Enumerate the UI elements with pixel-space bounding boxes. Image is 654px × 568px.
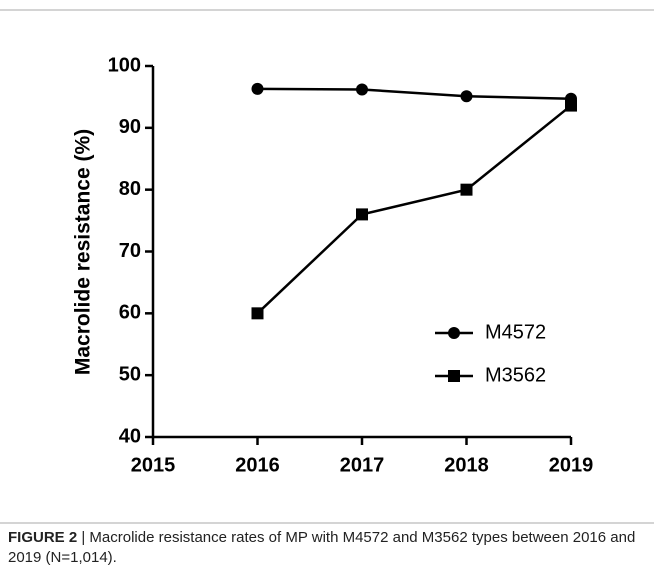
data-point (565, 99, 577, 112)
legend-label: M4572 (485, 321, 546, 343)
x-tick-label: 2015 (131, 454, 176, 476)
y-tick-label: 50 (119, 363, 141, 385)
x-tick-label: 2017 (340, 454, 385, 476)
caption: FIGURE 2 | Macrolide resistance rates of… (8, 528, 648, 568)
x-tick-label: 2019 (549, 454, 594, 476)
caption-text: | Macrolide resistance rates of MP with … (8, 529, 636, 566)
x-tick-label: 2018 (444, 454, 489, 476)
data-point (251, 307, 264, 320)
data-point (460, 90, 473, 103)
data-point (356, 208, 368, 221)
data-point (251, 82, 264, 95)
legend-marker (448, 327, 460, 339)
caption-label: FIGURE 2 (8, 529, 78, 546)
y-axis-label: Macrolide resistance (%) (72, 129, 95, 375)
y-tick-label: 80 (119, 178, 141, 200)
series-line (257, 87, 572, 101)
legend-label: M3562 (485, 364, 546, 386)
x-tick-label: 2016 (235, 454, 280, 476)
chart: Macrolide resistance (%) 40 50 60 70 80 90 100… (0, 9, 654, 524)
y-tick-label: 100 (108, 54, 141, 76)
data-point (460, 183, 473, 196)
y-tick-label: 70 (119, 240, 141, 262)
series-line (256, 104, 572, 315)
y-tick-label: 90 (119, 116, 141, 138)
y-tick-label: 60 (119, 302, 141, 324)
y-tick-label: 40 (119, 425, 141, 447)
legend-marker (448, 370, 460, 382)
data-point (356, 83, 368, 96)
